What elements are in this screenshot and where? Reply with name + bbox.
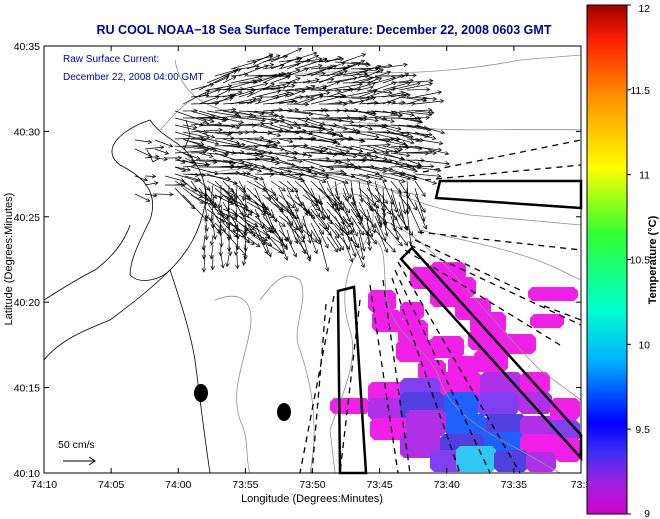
site-marker [277,403,291,421]
coastline [43,119,211,474]
colorbar-tick-label: 12 [638,3,650,15]
y-axis: 40:35 40:30 40:25 40:20 40:15 40:10 [14,41,581,480]
chart-title: RU COOL NOAA−18 Sea Surface Temperature:… [97,23,552,37]
y-tick-label: 40:20 [14,297,40,309]
x-tick-label: 73:50 [299,479,325,491]
colorbar-tick-label: 10 [638,339,650,351]
site-marker [194,384,208,402]
colorbar-tick-label: 11.5 [630,85,650,97]
colorbar-tick-label: 9.5 [635,424,650,436]
y-tick-label: 40:10 [14,468,40,480]
x-tick-label: 74:10 [31,479,57,491]
colorbar-label: Temperature (°C) [647,215,659,304]
colorbar-tick-label: 9 [644,508,650,519]
y-tick-label: 40:35 [14,41,40,53]
y-axis-label: Latitude (Degrees:Minutes) [3,193,15,326]
x-tick-label: 73:45 [366,479,392,491]
x-axis-label: Longitude (Degrees:Minutes) [241,493,383,505]
x-axis: 74:10 74:05 74:00 73:55 73:50 73:45 73:40 73:35… [31,46,592,491]
x-tick-label: 74:00 [165,479,191,491]
x-tick-label: 73:35 [501,479,527,491]
colorbar-tick-label: 11 [639,170,650,182]
x-tick-label: 73:55 [232,479,258,491]
map-area [43,45,583,475]
x-tick-label: 73:3 [571,479,592,491]
colorbar-ticks: 12 11.5 11 10.5 10 9.5 9 [627,3,650,519]
colorbar-tick-label: 10.5 [630,255,651,267]
current-vectors [134,47,450,273]
scale-arrow [63,456,96,466]
scale-label: 50 cm/s [58,439,95,451]
x-tick-label: 74:05 [98,479,124,491]
current-date: December 22, 2008 04:00 GMT [63,72,204,83]
x-tick-label: 73:40 [434,479,460,491]
current-label: Raw Surface Current: [63,54,159,65]
y-tick-label: 40:30 [14,126,40,138]
y-tick-label: 40:25 [14,212,40,224]
y-tick-label: 40:15 [14,383,40,395]
colorbar [586,4,628,515]
